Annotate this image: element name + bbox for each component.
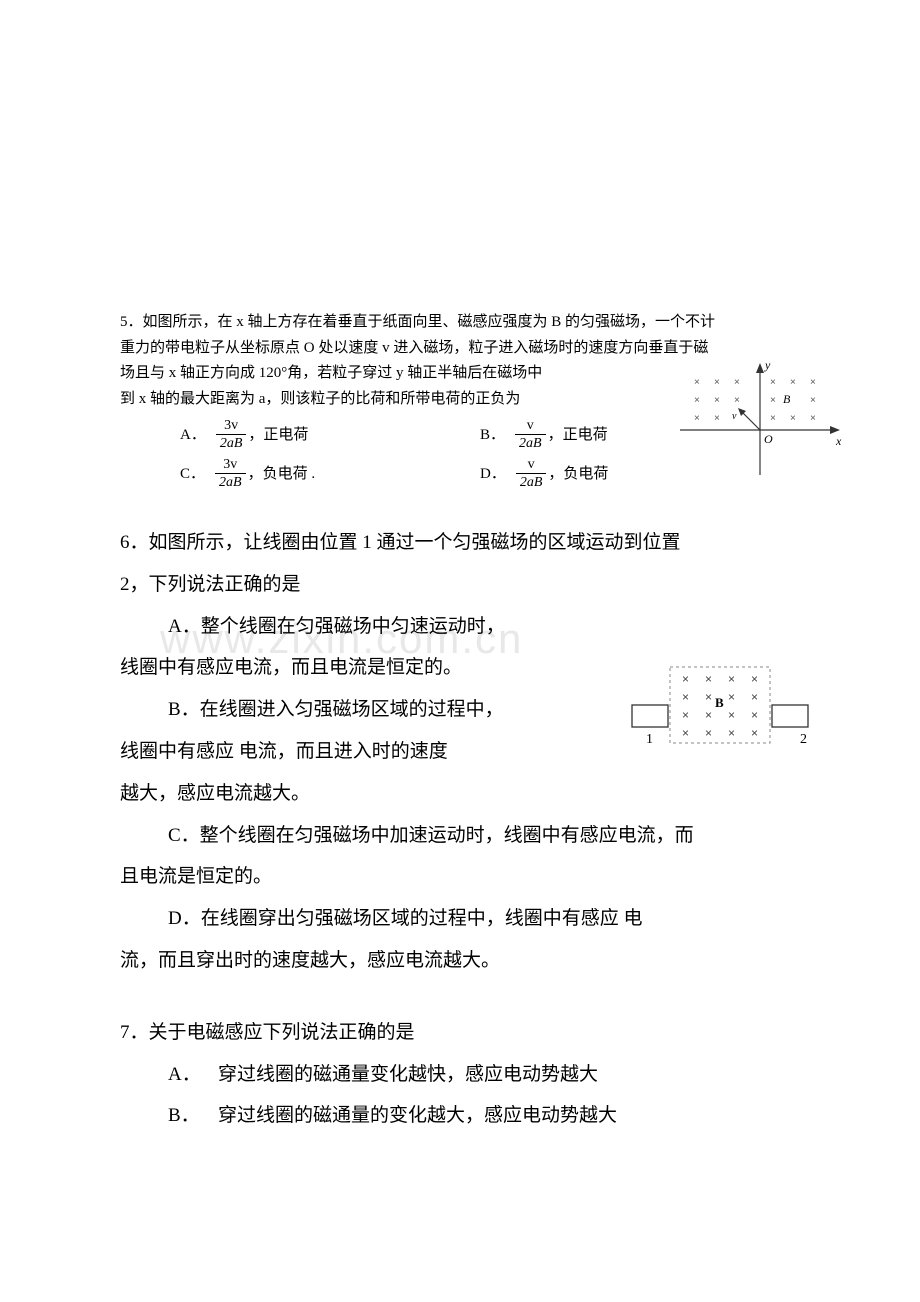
q6-stem2: 2，下列说法正确的是 (120, 564, 830, 606)
svg-text:×: × (694, 377, 700, 388)
question-7: 7．关于电磁感应下列说法正确的是 A．穿过线圈的磁通量变化越快，感应电动势越大 … (120, 1012, 830, 1137)
svg-text:×: × (810, 413, 816, 424)
svg-text:×: × (682, 672, 689, 686)
question-5: 5．如图所示，在 x 轴上方存在着垂直于纸面向里、磁感应强度为 B 的匀强磁场，… (120, 310, 830, 492)
svg-text:×: × (751, 726, 758, 740)
q5-line3: 场且与 x 轴正方向成 120°角，若粒子穿过 y 轴正半轴后在磁场中 (120, 361, 680, 387)
q5-b-suffix: ，正电荷 (548, 423, 608, 449)
svg-text:×: × (728, 672, 735, 686)
question-6: 6．如图所示，让线圈由位置 1 通过一个匀强磁场的区域运动到位置 2，下列说法正… (120, 522, 830, 982)
svg-text:×: × (728, 690, 735, 704)
q5-line1: 5．如图所示，在 x 轴上方存在着垂直于纸面向里、磁感应强度为 B 的匀强磁场，… (120, 310, 820, 336)
svg-text:×: × (810, 377, 816, 388)
svg-text:×: × (751, 690, 758, 704)
q7-option-a: A．穿过线圈的磁通量变化越快，感应电动势越大 (168, 1054, 830, 1096)
q7-b-label: B． (168, 1095, 218, 1137)
q5-line4: 到 x 轴的最大距离为 a，则该粒子的比荷和所带电荷的正负为 (120, 387, 680, 413)
diag-o-label: O (764, 432, 773, 446)
svg-text:×: × (705, 726, 712, 740)
q5-option-d: D． v2aB ，负电荷 (480, 457, 608, 492)
svg-text:×: × (734, 377, 740, 388)
svg-text:×: × (705, 708, 712, 722)
fraction-3v-2aB: 3v2aB (216, 418, 247, 453)
q6-C-line1: C．整个线圈在匀强磁场中加速运动时，线圈中有感应电流，而 (168, 815, 830, 857)
q6-diagram: × × × × × × × × × × × × × × × × B 1 2 (620, 657, 820, 757)
svg-text:×: × (705, 672, 712, 686)
svg-text:×: × (682, 726, 689, 740)
q5-option-b: B． v2aB ，正电荷 (480, 418, 608, 453)
svg-text:×: × (790, 413, 796, 424)
fraction-v-2aB: v2aB (515, 418, 546, 453)
q7-option-b: B．穿过线圈的磁通量的变化越大，感应电动势越大 (168, 1095, 830, 1137)
svg-text:×: × (728, 726, 735, 740)
q7-stem: 7．关于电磁感应下列说法正确的是 (120, 1012, 830, 1054)
svg-text:×: × (810, 395, 816, 406)
q5-d-label: D． (480, 462, 506, 488)
q5-a-suffix: ，正电荷 (248, 423, 308, 449)
svg-text:×: × (705, 690, 712, 704)
svg-text:×: × (682, 708, 689, 722)
svg-text:×: × (682, 690, 689, 704)
svg-text:×: × (734, 395, 740, 406)
svg-text:×: × (694, 395, 700, 406)
q6-pos1-label: 1 (646, 732, 653, 747)
q6-pos2-label: 2 (800, 732, 807, 747)
fraction-3v-2aB-2: 3v2aB (215, 457, 246, 492)
svg-text:×: × (770, 413, 776, 424)
fraction-v-2aB-2: v2aB (516, 457, 547, 492)
diag-v-label: v (732, 411, 737, 422)
svg-text:×: × (751, 672, 758, 686)
q6-D-line1: D．在线圈穿出匀强磁场区域的过程中，线圈中有感应 电 (168, 898, 830, 940)
svg-text:×: × (728, 708, 735, 722)
field-crosses: × × × × × × × × × × × × × × × × (694, 377, 816, 424)
q6-B-line1: B．在线圈进入匀强磁场区域的过程中， (168, 689, 560, 731)
svg-text:×: × (790, 377, 796, 388)
q6-B-line3: 越大，感应电流越大。 (120, 773, 560, 815)
svg-text:×: × (694, 413, 700, 424)
q6-stem1: 6．如图所示，让线圈由位置 1 通过一个匀强磁场的区域运动到位置 (120, 522, 830, 564)
q6-C-line2: 且电流是恒定的。 (120, 856, 830, 898)
q5-option-a: A． 3v2aB ，正电荷 (180, 418, 480, 453)
svg-text:×: × (770, 377, 776, 388)
q5-d-suffix: ，负电荷 (548, 462, 608, 488)
diag-y-label: y (764, 358, 771, 372)
svg-text:×: × (751, 708, 758, 722)
q7-a-text: 穿过线圈的磁通量变化越快，感应电动势越大 (218, 1064, 598, 1085)
q6-A-line2: 线圈中有感应电流，而且电流是恒定的。 (120, 647, 560, 689)
svg-text:×: × (770, 395, 776, 406)
q5-c-suffix: ，负电荷 . (248, 462, 316, 488)
q6-D-line2: 流，而且穿出时的速度越大，感应电流越大。 (120, 940, 830, 982)
q6-B-label: B (715, 695, 724, 710)
q7-b-text: 穿过线圈的磁通量的变化越大，感应电动势越大 (218, 1105, 617, 1126)
q7-a-label: A． (168, 1054, 218, 1096)
q5-a-label: A． (180, 423, 206, 449)
svg-text:×: × (714, 413, 720, 424)
q5-option-c: C． 3v2aB ，负电荷 . (180, 457, 480, 492)
q6-A-line1: A．整个线圈在匀强磁场中匀速运动时， (168, 606, 560, 648)
diag-B-label: B (783, 392, 791, 406)
diag-x-label: x (835, 434, 842, 448)
q5-diagram: y x O × × × × × × × × × × × × × × × × B v (670, 355, 850, 485)
q5-b-label: B． (480, 423, 505, 449)
svg-text:×: × (714, 377, 720, 388)
q5-c-label: C． (180, 462, 205, 488)
svg-text:×: × (714, 395, 720, 406)
q6-B-line2: 线圈中有感应 电流，而且进入时的速度 (120, 731, 560, 773)
